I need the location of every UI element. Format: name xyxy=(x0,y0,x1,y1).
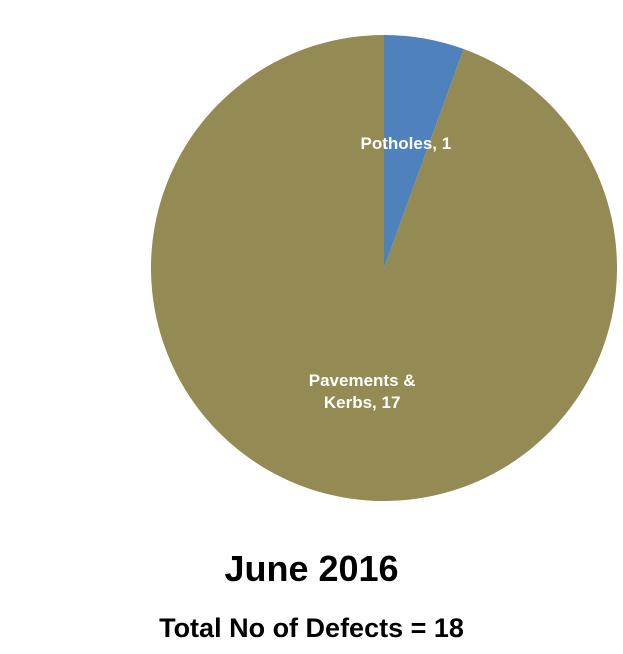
data-label: Pavements & Kerbs, 17 xyxy=(308,370,416,412)
pie-slice xyxy=(151,35,617,502)
chart-title: June 2016 xyxy=(224,548,399,589)
pie-slice xyxy=(384,35,464,268)
data-label: Potholes, 1 xyxy=(360,134,452,154)
chart-subtitle: Total No of Defects = 18 xyxy=(159,613,464,643)
